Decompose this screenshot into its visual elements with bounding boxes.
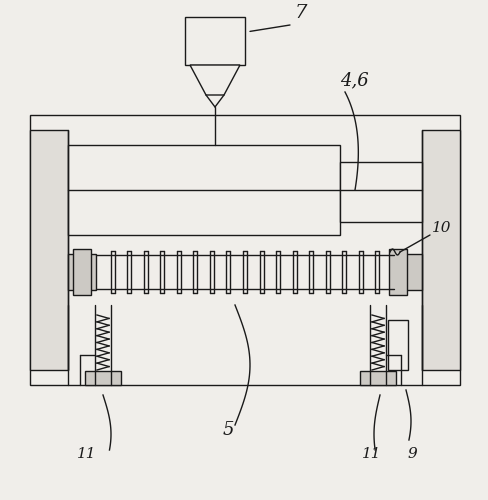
Bar <box>30 115 459 385</box>
Text: 7: 7 <box>294 4 307 22</box>
Bar <box>68 145 339 235</box>
Text: 11: 11 <box>362 447 381 461</box>
Bar <box>339 162 421 222</box>
Bar <box>359 371 395 385</box>
Text: 4,6: 4,6 <box>339 71 368 89</box>
Bar <box>184 17 244 65</box>
Bar <box>388 249 406 295</box>
Bar <box>30 130 68 370</box>
Text: 9: 9 <box>407 447 416 461</box>
Bar <box>393 254 421 290</box>
Bar <box>85 371 121 385</box>
Bar <box>73 249 91 295</box>
Bar <box>387 320 407 370</box>
Text: 10: 10 <box>431 221 450 235</box>
Bar <box>68 254 96 290</box>
Text: 5: 5 <box>222 421 233 439</box>
Text: 11: 11 <box>77 447 97 461</box>
Bar <box>421 130 459 370</box>
Polygon shape <box>190 65 240 95</box>
